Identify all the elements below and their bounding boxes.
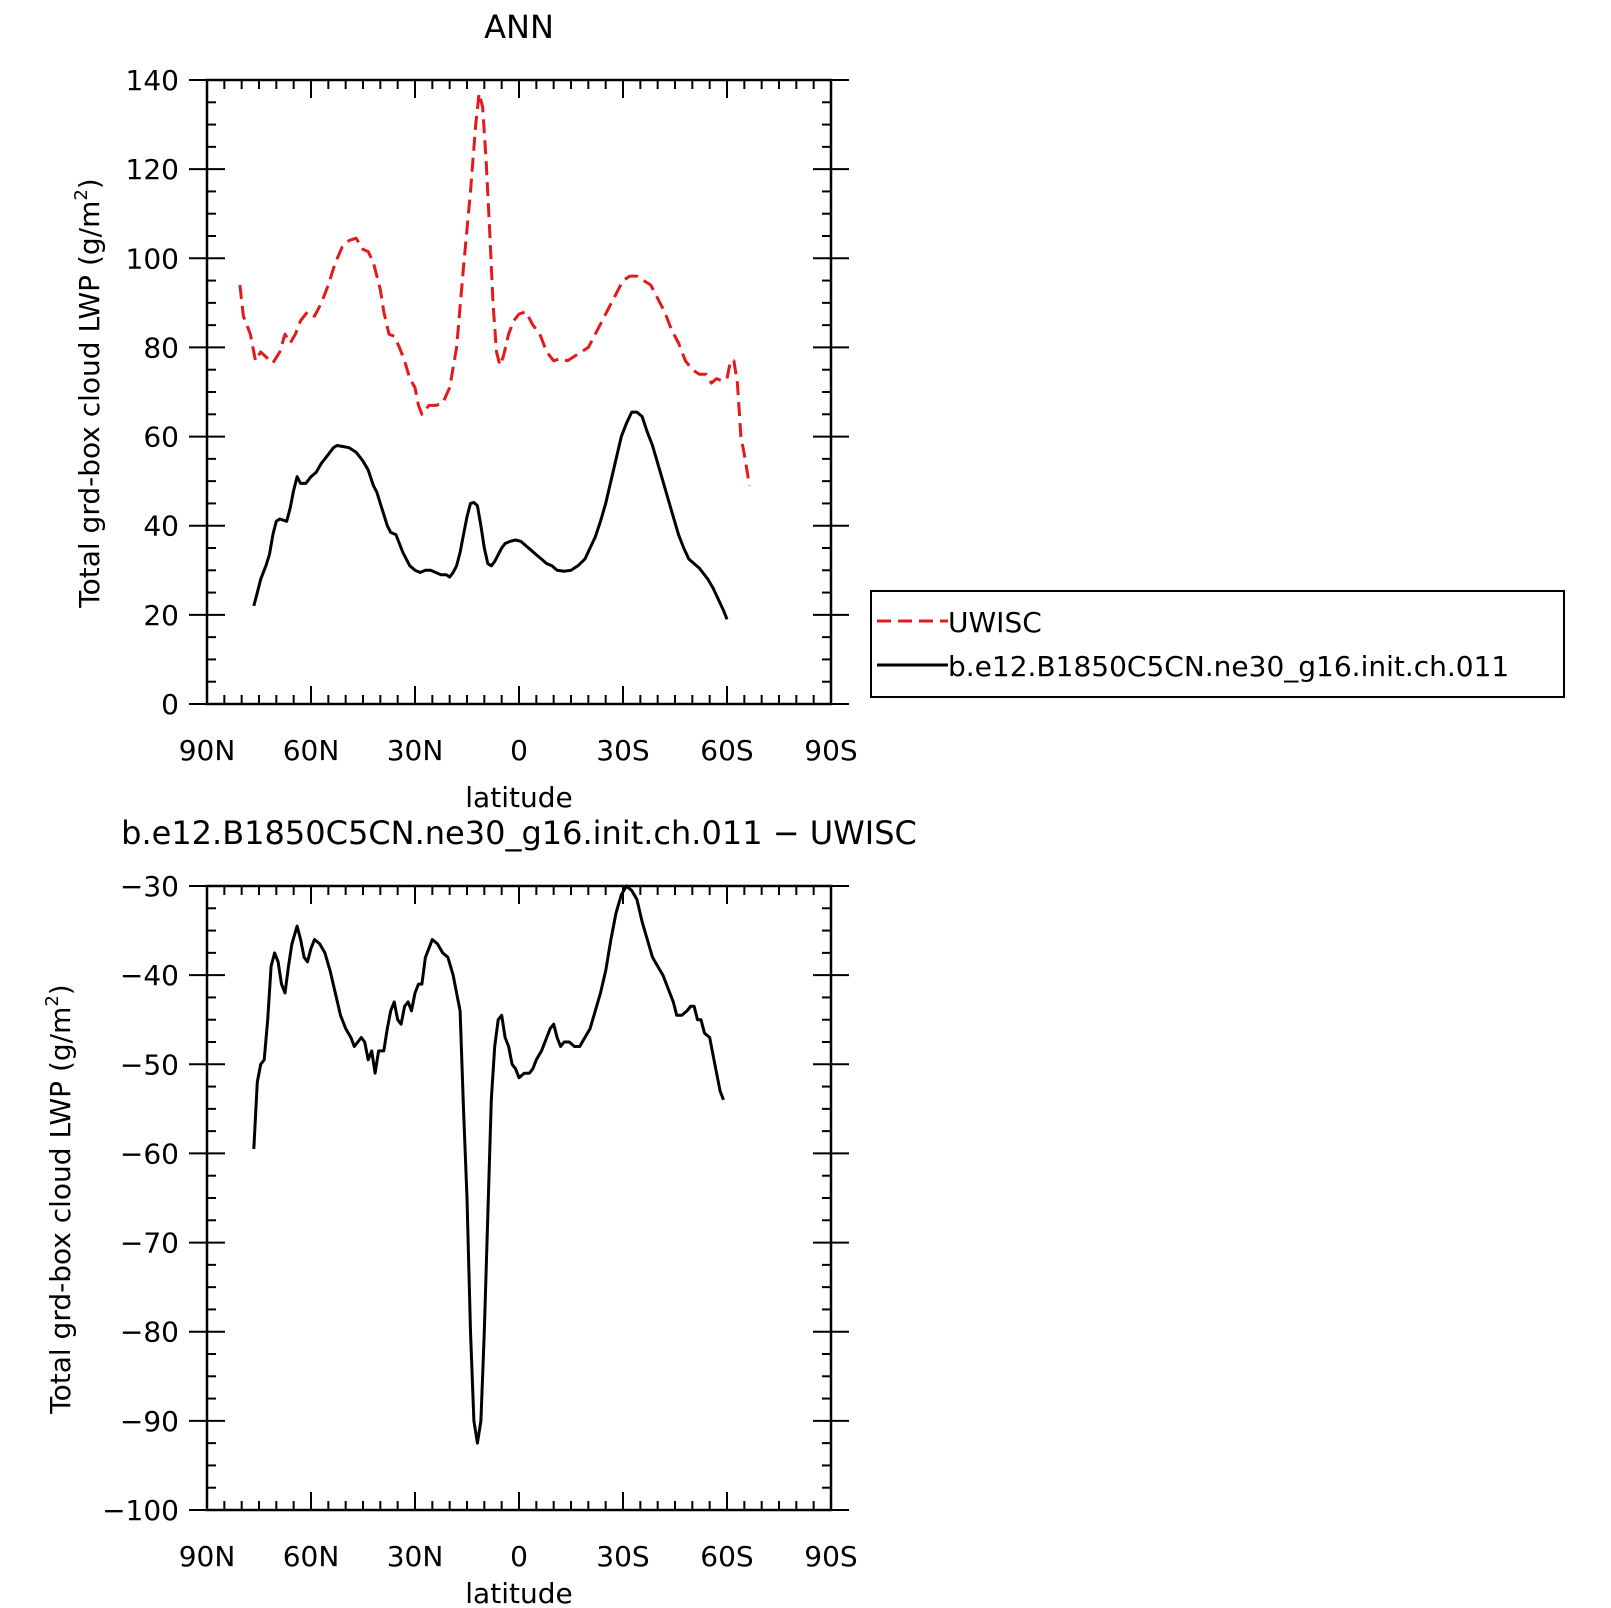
bottom-y-axis-label: Total grd-box cloud LWP (g/m2): [42, 984, 77, 1415]
top-y-axis-label-end: ): [73, 178, 106, 189]
legend: UWISC b.e12.B1850C5CN.ne30_g16.init.ch.0…: [870, 590, 1565, 698]
top-y-tick-label: 20: [143, 599, 179, 632]
bottom-x-axis-label: latitude: [465, 1577, 572, 1608]
bottom-x-tick-label: 90N: [179, 1540, 236, 1573]
bottom-x-tick-label: 90S: [804, 1540, 857, 1573]
top-x-tick-label: 90N: [179, 734, 236, 767]
top-y-tick-label: 100: [126, 242, 179, 275]
bottom-y-tick-label: −90: [120, 1405, 179, 1438]
top-y-tick-label: 140: [126, 64, 179, 97]
bottom-x-tick-label: 60S: [700, 1540, 753, 1573]
top-y-axis-label-sup: 2: [71, 189, 92, 200]
bottom-y-tick-label: −60: [120, 1137, 179, 1170]
top-x-tick-label: 60S: [700, 734, 753, 767]
bottom-y-tick-label: −70: [120, 1227, 179, 1260]
bottom-y-axis-label-main: Total grd-box cloud LWP (g/m: [44, 1007, 77, 1415]
top-plot-area: 90N 60N 30N 0 30S 60S 90S 0 20 40 60 80 100 120 140: [126, 64, 858, 767]
bottom-y-tick-label: −40: [120, 959, 179, 992]
top-series-line-1: [252, 410, 729, 620]
top-x-tick-label: 90S: [804, 734, 857, 767]
bottom-y-tick-label: −80: [120, 1316, 179, 1349]
top-y-tick-label: 60: [143, 421, 179, 454]
top-panel: ANN 90N 60N 30N 0 30S 60S 90S 0 20 40 60 80 100 120 14…: [71, 8, 858, 814]
bottom-plot-frame: [205, 884, 833, 1512]
bottom-plot-area: 90N 60N 30N 0 30S 60S 90S −100 −90 −80 −70 −60 −50 −4…: [102, 870, 858, 1573]
bottom-y-tick-label: −100: [102, 1494, 179, 1527]
bottom-x-tick-label: 60N: [283, 1540, 340, 1573]
top-x-tick-label: 30S: [596, 734, 649, 767]
bottom-series-line-0: [252, 884, 725, 1445]
top-y-tick-label: 120: [126, 153, 179, 186]
top-chart-title: ANN: [484, 8, 554, 46]
bottom-y-axis-label-sup: 2: [42, 995, 63, 1006]
top-y-tick-label: 40: [143, 510, 179, 543]
bottom-y-tick-label: −50: [120, 1048, 179, 1081]
bottom-chart-title: b.e12.B1850C5CN.ne30_g16.init.ch.011 − U…: [121, 814, 917, 852]
top-y-tick-label: 80: [143, 331, 179, 364]
legend-label-uwisc: UWISC: [948, 606, 1042, 639]
top-x-tick-label: 30N: [387, 734, 444, 767]
top-y-axis-label: Total grd-box cloud LWP (g/m2): [71, 178, 106, 609]
bottom-panel: b.e12.B1850C5CN.ne30_g16.init.ch.011 − U…: [42, 814, 917, 1608]
top-y-axis-label-main: Total grd-box cloud LWP (g/m: [73, 201, 106, 609]
top-x-axis-label: latitude: [465, 781, 572, 814]
bottom-x-tick-label: 30N: [387, 1540, 444, 1573]
top-y-tick-label: 0: [161, 688, 179, 721]
top-x-tick-label: 0: [510, 734, 528, 767]
bottom-y-tick-label: −30: [120, 870, 179, 903]
bottom-x-tick-label: 0: [510, 1540, 528, 1573]
legend-label-model: b.e12.B1850C5CN.ne30_g16.init.ch.011: [948, 650, 1509, 683]
bottom-y-axis-label-end: ): [44, 984, 77, 995]
top-x-tick-label: 60N: [283, 734, 340, 767]
top-series-line-0: [238, 91, 751, 486]
legend-box: [870, 590, 1565, 698]
bottom-x-tick-label: 30S: [596, 1540, 649, 1573]
